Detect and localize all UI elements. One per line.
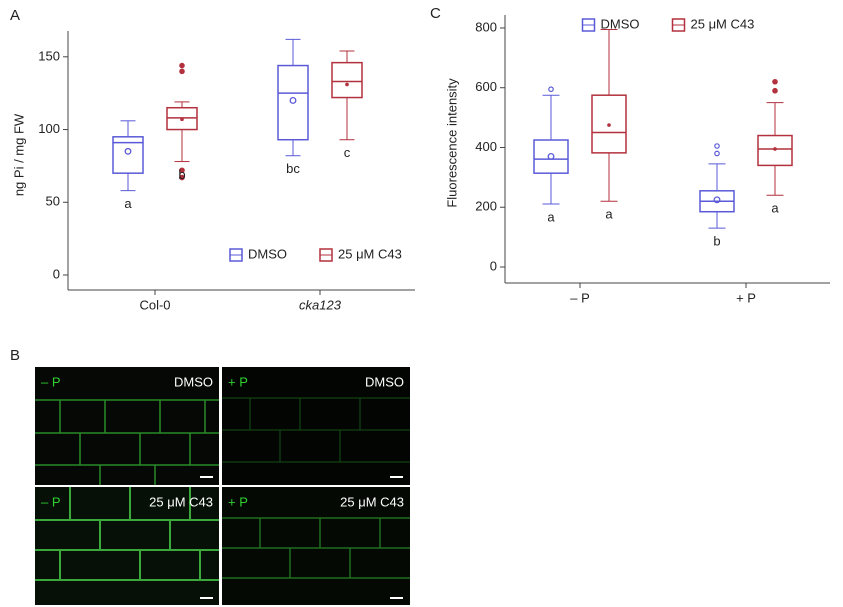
x-tick-label: cka123 [299,297,342,312]
y-axis-label: Fluorescence intensity [444,78,459,208]
panel-label: B [10,347,20,364]
panel-label: A [10,7,20,24]
mean [180,117,184,122]
treatment-label: 25 μM C43 [149,494,213,509]
flier [179,62,185,69]
y-tick-label: 50 [46,194,60,209]
y-tick-label: 0 [490,258,497,273]
mean [713,196,721,204]
significance-label: a [124,196,132,211]
box-body [277,64,309,141]
mean [345,82,349,87]
micrograph [222,367,410,485]
panel-label: C [430,5,441,22]
significance-label: a [605,207,613,222]
treatment-label: DMSO [365,374,404,389]
box [591,28,627,202]
x-tick-label: – P [570,290,590,305]
y-tick-label: 200 [475,199,497,214]
condition-label: + P [228,494,248,509]
condition-label: + P [228,374,248,389]
flier [179,167,185,174]
box [699,143,735,229]
legend-label: 25 μM C43 [338,246,402,261]
mean [607,123,611,127]
box [331,50,363,141]
significance-label: a [547,209,555,224]
legend-label: DMSO [248,246,287,261]
box-body [331,61,363,99]
box [277,38,309,157]
significance-label: a [771,201,779,216]
flier [772,78,778,85]
box [757,78,793,196]
y-axis-label: ng Pi / mg FW [11,113,26,196]
box-body [591,94,627,154]
x-tick-label: + P [736,290,756,305]
box [112,120,144,192]
significance-label: bc [286,161,300,176]
mean [547,152,555,160]
box [533,86,569,205]
box-body [533,139,569,174]
flier [714,143,720,149]
x-tick-label: Col-0 [139,297,170,312]
mean [124,147,132,155]
y-tick-label: 400 [475,139,497,154]
micrograph [35,487,219,605]
micrograph-grid [35,367,410,605]
flier [179,174,185,181]
flier [772,87,778,94]
treatment-label: DMSO [174,374,213,389]
flier [179,68,185,75]
y-tick-label: 150 [38,48,60,63]
condition-label: – P [41,374,61,389]
condition-label: – P [41,494,61,509]
legend-label: 25 μM C43 [691,16,755,31]
flier [548,86,554,93]
mean [773,147,777,151]
y-tick-label: 800 [475,19,497,34]
flier [714,150,720,157]
y-tick-label: 100 [38,121,60,136]
y-tick-label: 0 [53,266,60,281]
significance-label: c [344,145,351,160]
box [166,62,198,181]
micrograph [222,487,410,605]
mean [289,97,297,104]
significance-label: b [178,167,185,182]
legend-label: DMSO [601,16,640,31]
treatment-label: 25 μM C43 [340,494,404,509]
y-tick-label: 600 [475,79,497,94]
significance-label: b [713,234,720,249]
box-body [757,134,793,167]
micrograph [35,367,219,485]
